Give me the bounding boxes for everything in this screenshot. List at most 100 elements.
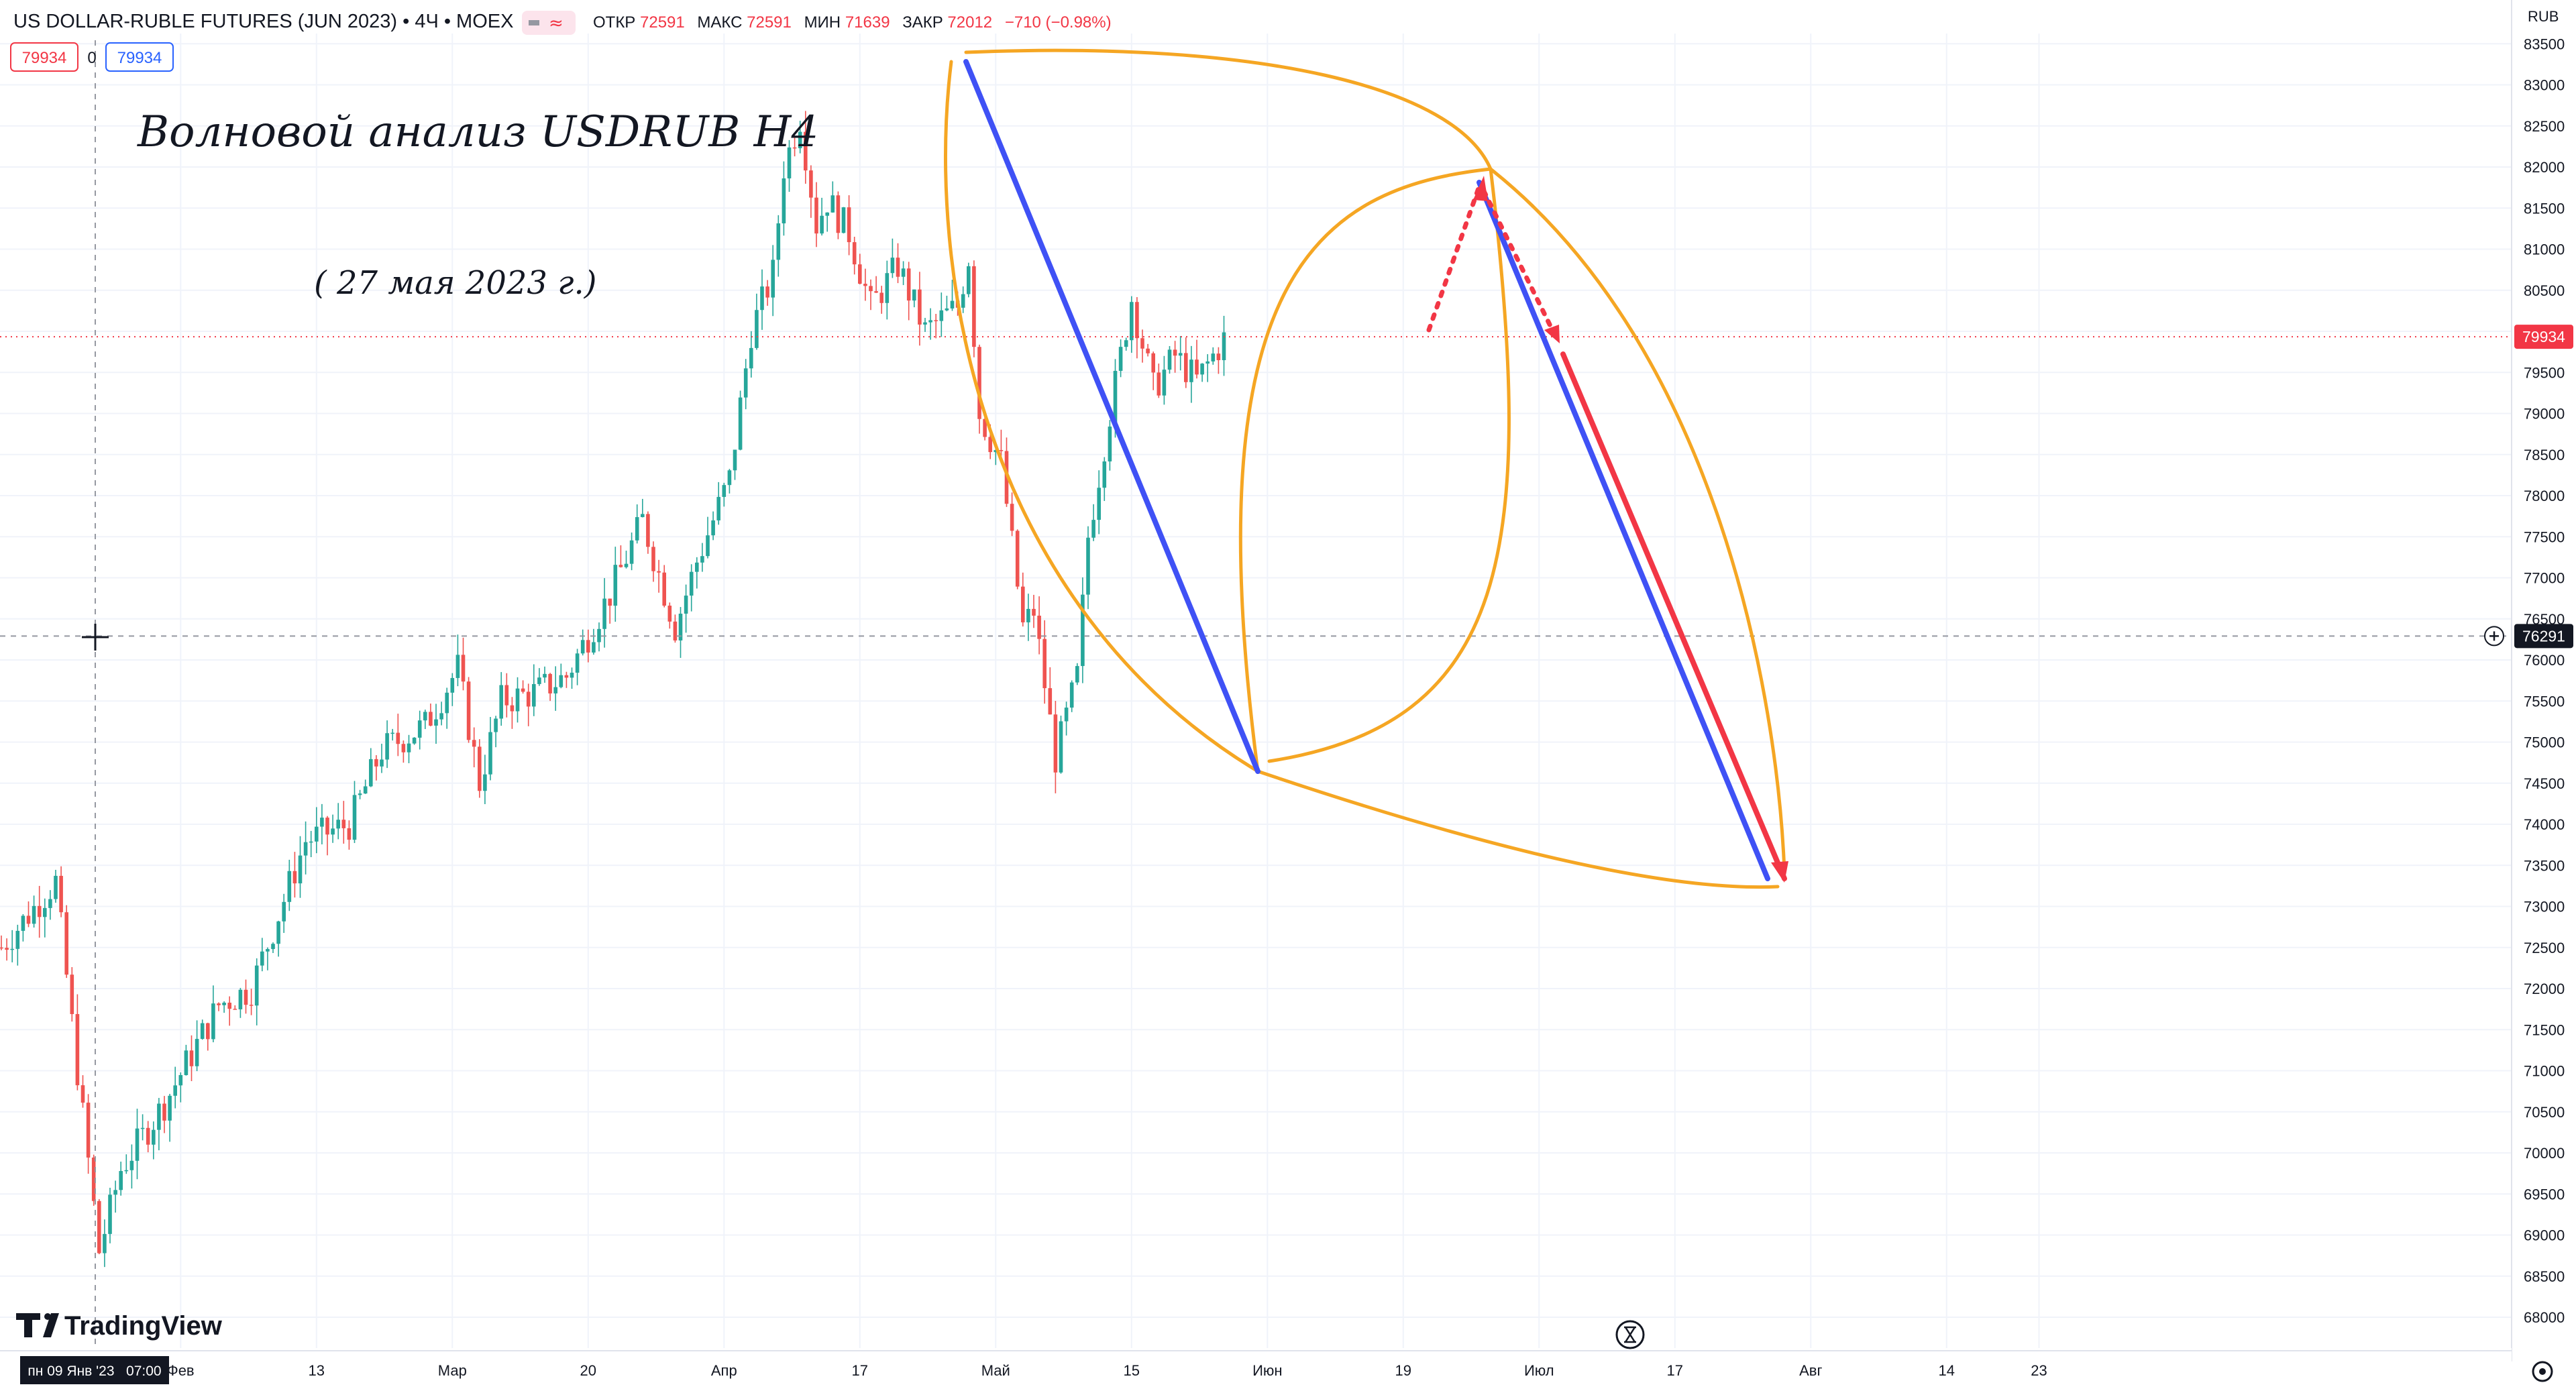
price-tick-label: 75000 <box>2524 734 2565 751</box>
candle-body <box>749 347 753 369</box>
time-tick-label: 23 <box>2031 1362 2047 1379</box>
candle-body <box>918 289 922 325</box>
candle-body <box>771 260 775 298</box>
candle-body <box>559 675 564 687</box>
price-tick-label: 68000 <box>2524 1309 2565 1326</box>
time-tick-label: Июн <box>1252 1362 1282 1379</box>
candle-body <box>1178 353 1183 356</box>
approx-icon: ≈ <box>549 13 564 34</box>
candle-body <box>113 1190 117 1195</box>
candle-body <box>1157 372 1161 396</box>
orange-arc-top[interactable] <box>964 48 1493 171</box>
candle-body <box>515 688 520 712</box>
candle-body <box>521 688 525 692</box>
candle-body <box>825 212 829 216</box>
candle-body <box>292 871 297 884</box>
legend[interactable]: US DOLLAR-RUBLE FUTURES (JUN 2023) • 4Ч … <box>10 11 1112 72</box>
candle-body <box>168 1095 172 1121</box>
candle-body <box>1167 349 1172 370</box>
candle-body <box>10 948 14 950</box>
candle-body <box>689 571 694 596</box>
candle-body <box>1086 537 1090 595</box>
low-value: 71639 <box>845 13 890 32</box>
orange-inner-left[interactable] <box>1238 167 1493 773</box>
candle-body <box>1211 353 1216 361</box>
events-icon[interactable] <box>1615 1320 1645 1349</box>
candle-body <box>347 828 352 840</box>
candle-body <box>1135 302 1139 339</box>
logo-text: TradingView <box>64 1311 223 1341</box>
candle-body <box>1146 348 1150 353</box>
blue-wave-c[interactable] <box>1477 180 1770 881</box>
gear-icon[interactable] <box>2532 1361 2553 1382</box>
candle-body <box>733 449 737 471</box>
candle-body <box>743 368 748 398</box>
candle-body <box>804 131 808 171</box>
ask-box[interactable] <box>105 42 174 72</box>
orange-arc-right[interactable] <box>1489 167 1786 874</box>
compare-button[interactable] <box>522 11 576 35</box>
candle-body <box>54 875 58 899</box>
price-tick-label: 83500 <box>2524 36 2565 52</box>
candle-body <box>999 450 1004 451</box>
red-dotted-up[interactable] <box>1426 184 1482 333</box>
candle-body <box>64 912 68 975</box>
candle-body <box>700 556 704 563</box>
candle-body <box>684 596 688 614</box>
candle-body <box>276 921 280 944</box>
candle-body <box>798 131 802 149</box>
candle-body <box>504 685 509 706</box>
candle-body <box>526 691 531 707</box>
candle-body <box>309 841 313 843</box>
candle-body <box>461 655 466 682</box>
candle-body <box>738 397 743 450</box>
last-price-tag-bg <box>2514 325 2573 349</box>
candle-body <box>885 273 890 303</box>
candle-body <box>32 905 36 924</box>
candle-body <box>923 322 927 325</box>
candle-body <box>222 1003 226 1005</box>
orange-arc-bottom[interactable] <box>1256 769 1780 889</box>
orange-inner-right[interactable] <box>1267 167 1511 763</box>
bid-box[interactable] <box>10 42 78 72</box>
price-tick-label: 68500 <box>2524 1268 2565 1285</box>
candle-body <box>755 310 759 348</box>
candle-body <box>70 974 74 1015</box>
candle-body <box>580 640 585 654</box>
candle-body <box>233 1009 237 1010</box>
candle-body <box>26 915 31 924</box>
crosshair-cursor-icon <box>82 624 109 651</box>
candle-body <box>972 266 976 347</box>
candle-body <box>86 1103 91 1158</box>
time-tick-label: 14 <box>1939 1362 1955 1379</box>
candle-body <box>1162 370 1167 396</box>
annotation-title: Волновой анализ USDRUB H4 <box>137 107 818 157</box>
price-tick-label: 70000 <box>2524 1145 2565 1162</box>
blue-wave-a[interactable] <box>963 59 1260 774</box>
candle-body <box>401 744 406 752</box>
candle-body <box>200 1023 205 1040</box>
ask-value: 79934 <box>117 49 162 67</box>
candle-body <box>809 170 813 198</box>
candle-body <box>417 720 422 738</box>
candle-body <box>667 606 672 622</box>
candle-body <box>830 195 835 213</box>
candle-body <box>1222 332 1226 361</box>
candle-body <box>1205 361 1210 364</box>
candle-body <box>195 1039 199 1066</box>
candle-body <box>820 215 824 234</box>
tradingview-logo[interactable]: TradingView <box>16 1311 223 1341</box>
red-dotted-down[interactable] <box>1481 188 1558 338</box>
open-value: 72591 <box>640 13 685 32</box>
candle-body <box>124 1170 129 1172</box>
candle-body <box>488 732 492 775</box>
orange-arc-left[interactable] <box>944 60 1260 773</box>
candle-body <box>59 875 63 913</box>
candle-body <box>646 514 650 547</box>
close-value: 72012 <box>947 13 992 32</box>
symbol-title[interactable]: US DOLLAR-RUBLE FUTURES (JUN 2023) • 4Ч … <box>13 11 513 32</box>
candle-body <box>1042 638 1046 689</box>
candle-body <box>1113 370 1118 427</box>
red-projection[interactable] <box>1560 351 1787 881</box>
